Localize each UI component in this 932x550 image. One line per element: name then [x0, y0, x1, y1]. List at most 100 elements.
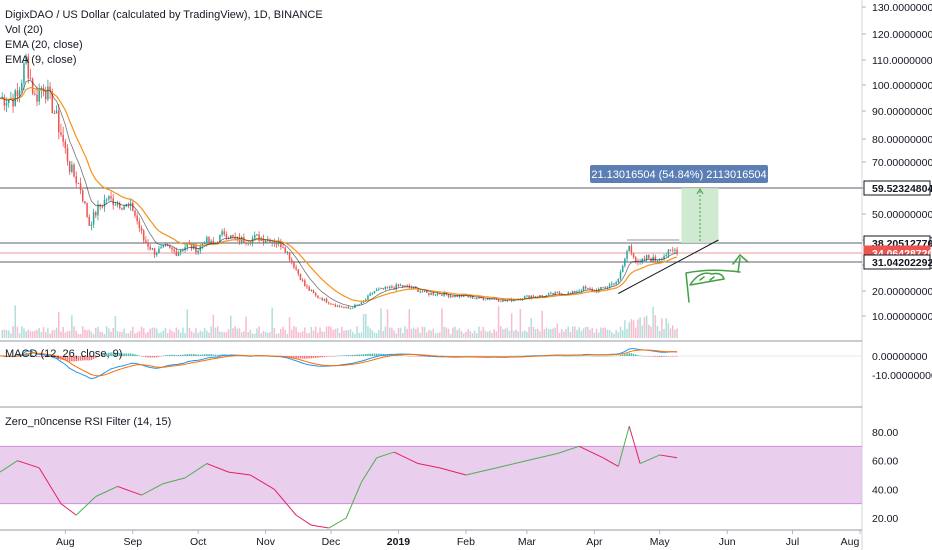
candle-body [580, 290, 583, 292]
volume-bar [293, 326, 295, 338]
candle-body [375, 289, 378, 292]
candle-body [29, 78, 32, 80]
candle-body [123, 206, 125, 210]
candle-body [186, 243, 189, 248]
macd-hist-bar [142, 356, 145, 357]
macd-hist-bar [471, 356, 474, 357]
macd-hist-bar [327, 356, 330, 357]
legend-vol[interactable]: Vol (20) [5, 24, 43, 36]
rsi-segment [273, 489, 297, 516]
macd-hist-bar [417, 356, 419, 357]
volume-bar [219, 331, 221, 338]
macd-hist-bar [288, 356, 291, 358]
macd-hist-bar [103, 353, 106, 356]
candle-body [12, 97, 14, 107]
candle-body [71, 164, 73, 172]
ema9-line [0, 79, 678, 307]
volume-bar [210, 326, 212, 338]
candle-body [671, 249, 674, 251]
volume-bar [47, 328, 49, 338]
volume-bar [402, 333, 404, 338]
macd-hist-bar [314, 356, 317, 358]
volume-bar [101, 332, 104, 338]
candle-body [626, 251, 628, 259]
volume-bar [613, 333, 615, 338]
volume-bar [421, 326, 424, 338]
macd-hist-bar [338, 355, 341, 357]
macd-hist-bar [88, 356, 91, 361]
macd-hist-bar [663, 356, 665, 357]
volume-bar [299, 332, 302, 338]
legend-ema9[interactable]: EMA (9, close) [5, 54, 77, 66]
volume-bar [458, 328, 461, 338]
macd-label[interactable]: MACD (12, 26, close, 9) [5, 348, 123, 360]
volume-bar [110, 331, 112, 338]
macd-hist-bar [177, 354, 180, 356]
price-tick-label: 10.00000000 [872, 311, 932, 323]
candle-body [118, 203, 121, 209]
volume-bar [132, 326, 134, 338]
candle-body [221, 231, 223, 235]
volume-bar [284, 329, 286, 338]
volume-bar [58, 312, 60, 338]
volume-bar [510, 313, 513, 338]
volume-bar [260, 333, 263, 338]
macd-hist-bar [574, 355, 576, 357]
volume-bar [671, 325, 674, 338]
volume-bar [584, 327, 587, 338]
candle-body [277, 241, 280, 245]
macd-hist-bar [362, 354, 365, 356]
volume-bar [386, 309, 389, 338]
volume-bar [27, 329, 30, 338]
time-tick-label: Nov [256, 536, 275, 548]
candle-body [412, 286, 415, 289]
macd-hist-bar [415, 356, 417, 357]
candle-body [656, 260, 659, 262]
candle-body [151, 248, 154, 250]
candle-body [53, 113, 56, 115]
macd-hist-bar [671, 356, 674, 357]
candle-body [116, 203, 119, 206]
candle-body [193, 244, 195, 249]
candle-body [140, 228, 143, 231]
price-tick-label: 20.00000000 [872, 286, 932, 298]
macd-hist-bar [175, 355, 178, 356]
macd-hist-bar [210, 354, 212, 356]
candle-body [676, 249, 678, 254]
volume-bar [55, 327, 58, 338]
drawings-layer[interactable]: 21.13016504 (54.84%) 2113016504 [590, 165, 768, 303]
candle-body [306, 286, 308, 287]
chart-title[interactable]: DigixDAO / US Dollar (calculated by Trad… [5, 9, 323, 21]
rsi-segment [141, 483, 164, 496]
candle-body [62, 134, 64, 142]
macd-hist-bar [582, 355, 585, 357]
volume-bar [182, 327, 184, 338]
macd-hist-bar [493, 355, 495, 357]
volume-bar [75, 330, 77, 338]
candle-body [256, 234, 258, 236]
volume-bar [491, 333, 493, 338]
candle-body [301, 280, 304, 281]
volume-bar [236, 328, 239, 338]
legend-ema20[interactable]: EMA (20, close) [5, 39, 83, 51]
macd-hist-bar [354, 354, 356, 356]
candle-body [210, 240, 212, 243]
volume-bar [530, 318, 533, 338]
candle-body [569, 292, 572, 294]
volume-bar [515, 329, 517, 338]
macd-hist-bar [604, 355, 607, 357]
volume-bar [338, 332, 341, 338]
candle-body [288, 252, 291, 260]
macd-hist-bar [77, 356, 80, 361]
candle-body [654, 256, 657, 261]
volume-bar [367, 326, 369, 338]
candle-body [476, 298, 478, 300]
candle-body [262, 238, 265, 243]
candle-body [486, 298, 489, 300]
macd-hist-bar [29, 353, 32, 356]
candle-body [395, 284, 398, 289]
rsi-segment [602, 457, 619, 467]
rsi-label[interactable]: Zero_n0ncense RSI Filter (14, 15) [5, 416, 172, 428]
volume-bar [397, 328, 400, 338]
